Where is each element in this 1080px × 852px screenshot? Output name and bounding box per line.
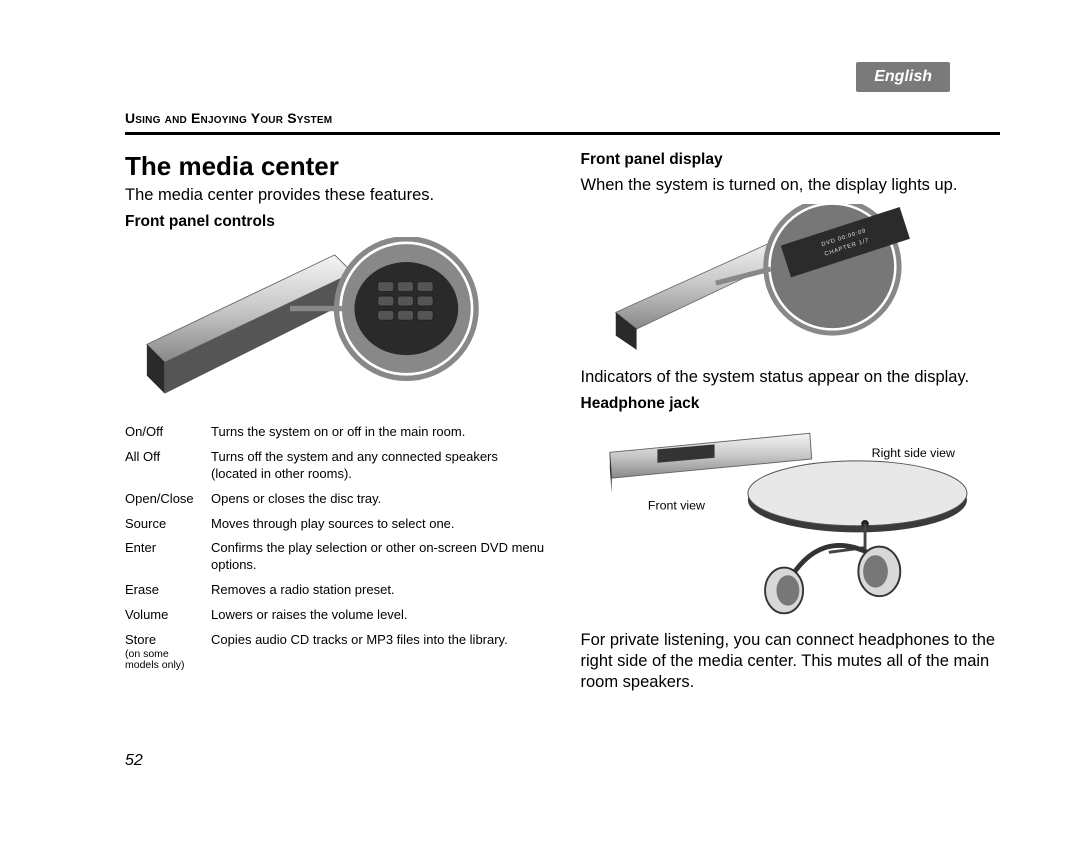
control-desc: Copies audio CD tracks or MP3 files into… [211, 628, 545, 676]
manual-page: Using and Enjoying Your System The media… [0, 0, 1080, 700]
left-column: The media center The media center provid… [125, 151, 545, 700]
control-desc: Turns the system on or off in the main r… [211, 420, 545, 445]
control-term: Erase [125, 578, 211, 603]
display-text-2: Indicators of the system status appear o… [581, 367, 1001, 388]
control-term: All Off [125, 445, 211, 487]
control-term: Open/Close [125, 487, 211, 512]
intro-text: The media center provides these features… [125, 186, 545, 205]
front-panel-controls-illustration [125, 237, 545, 407]
svg-text:Right side view: Right side view [871, 446, 954, 460]
front-panel-display-illustration: DVD 00:00:09 CHAPTER 1/7 [581, 204, 1001, 354]
page-title: The media center [125, 151, 545, 182]
control-desc: Lowers or raises the volume level. [211, 603, 545, 628]
right-column: Front panel display When the system is t… [581, 151, 1001, 700]
control-row: SourceMoves through play sources to sele… [125, 512, 545, 537]
control-row: Store(on some models only)Copies audio C… [125, 628, 545, 676]
headphone-jack-illustration: Front view Right side view [581, 419, 1001, 619]
control-desc: Moves through play sources to select one… [211, 512, 545, 537]
control-term: Enter [125, 536, 211, 578]
page-number: 52 [125, 752, 143, 770]
control-term: On/Off [125, 420, 211, 445]
control-term: Volume [125, 603, 211, 628]
control-row: VolumeLowers or raises the volume level. [125, 603, 545, 628]
display-text-1: When the system is turned on, the displa… [581, 175, 1001, 196]
headphone-jack-text: For private listening, you can connect h… [581, 630, 1001, 692]
control-term: Source [125, 512, 211, 537]
language-tab: English [856, 62, 950, 92]
control-row: On/OffTurns the system on or off in the … [125, 420, 545, 445]
control-row: Open/CloseOpens or closes the disc tray. [125, 487, 545, 512]
headphone-jack-heading: Headphone jack [581, 395, 1001, 413]
control-row: EnterConfirms the play selection or othe… [125, 536, 545, 578]
front-panel-controls-heading: Front panel controls [125, 213, 545, 231]
control-term: Store(on some models only) [125, 628, 211, 676]
control-desc: Turns off the system and any connected s… [211, 445, 545, 487]
control-desc: Opens or closes the disc tray. [211, 487, 545, 512]
control-desc: Confirms the play selection or other on-… [211, 536, 545, 578]
front-panel-display-heading: Front panel display [581, 151, 1001, 169]
svg-text:Front view: Front view [647, 499, 704, 513]
control-desc: Removes a radio station preset. [211, 578, 545, 603]
control-row: All OffTurns off the system and any conn… [125, 445, 545, 487]
control-row: EraseRemoves a radio station preset. [125, 578, 545, 603]
section-header: Using and Enjoying Your System [125, 110, 1000, 126]
header-rule [125, 132, 1000, 135]
controls-table: On/OffTurns the system on or off in the … [125, 420, 545, 676]
control-term-note: (on some models only) [125, 649, 201, 672]
